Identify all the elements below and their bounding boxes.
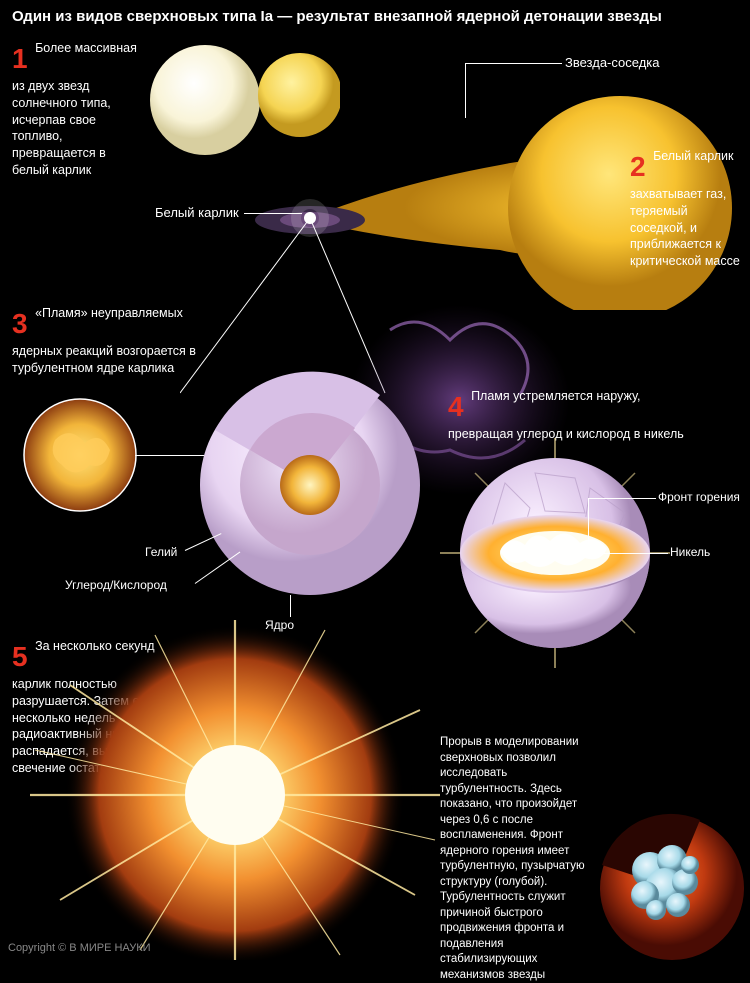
explosion-icon bbox=[25, 620, 445, 960]
leader-flamefront-v bbox=[588, 498, 589, 544]
note-text: Прорыв в моделировании сверхновых позвол… bbox=[440, 735, 595, 983]
core-inset-icon bbox=[20, 395, 140, 515]
leader-flamefront bbox=[588, 498, 656, 499]
step-1: 1 Более массивная из двух звезд солнечно… bbox=[12, 40, 142, 179]
label-nickel: Никель bbox=[670, 545, 710, 559]
step-4-num: 4 bbox=[448, 388, 464, 426]
step-3-text: «Пламя» неуправляемых ядерных реакций во… bbox=[12, 306, 196, 375]
label-helium: Гелий bbox=[145, 545, 177, 559]
step-2-num: 2 bbox=[630, 148, 646, 186]
label-flamefront: Фронт горения bbox=[658, 490, 740, 504]
page-title: Один из видов сверхновых типа Ia — резул… bbox=[12, 8, 738, 25]
simulation-cutaway-icon bbox=[590, 810, 750, 960]
step-3: 3 «Пламя» неуправляемых ядерных реакций … bbox=[12, 305, 202, 377]
step-2: 2 Белый карлик захватывает газ, теряемый… bbox=[630, 148, 740, 270]
step-1-num: 1 bbox=[12, 40, 28, 78]
label-companion: Звезда-соседка bbox=[565, 55, 660, 70]
step-2-text: Белый карлик захватывает газ, теряемый с… bbox=[630, 149, 740, 268]
leader-nickel bbox=[598, 553, 668, 554]
cutaway-dwarf-icon bbox=[185, 360, 435, 610]
step-1-text: Более массивная из двух звезд солнечного… bbox=[12, 41, 137, 177]
label-carbonoxy: Углерод/Кислород bbox=[65, 578, 167, 592]
leader-companion bbox=[466, 63, 562, 64]
leader-whitedwarf bbox=[244, 213, 302, 214]
step-3-num: 3 bbox=[12, 305, 28, 343]
leader-core bbox=[290, 595, 291, 617]
copyright: Copyright © В МИРЕ НАУКИ bbox=[8, 942, 151, 954]
